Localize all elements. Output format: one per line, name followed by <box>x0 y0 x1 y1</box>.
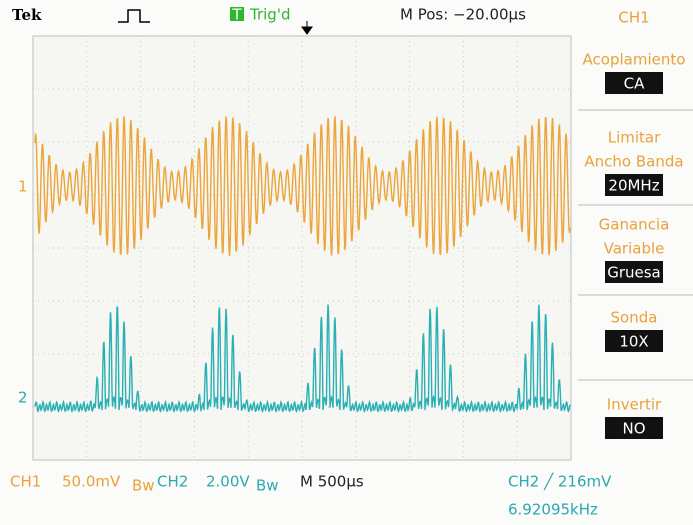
menu-value[interactable]: 20MHz <box>608 177 659 195</box>
menu-value[interactable]: CA <box>624 75 645 93</box>
oscilloscope-screen: Tek T Trig'd M Pos: −20.00µs 1 2 CH1 Acop… <box>0 0 693 525</box>
menu-value[interactable]: NO <box>622 420 645 438</box>
trigger-status: Trig'd <box>249 6 290 24</box>
menu-label: Ancho Banda <box>584 153 683 171</box>
ch2-scale: 2.00V <box>206 473 250 491</box>
menu-label: Variable <box>604 240 665 258</box>
trigger-marker: T <box>231 6 242 24</box>
menu-label: Limitar <box>608 129 661 147</box>
menu-label: Acoplamiento <box>583 51 686 69</box>
ch1-scale: 50.0mV <box>62 473 121 491</box>
ch1-bw: Bw <box>132 477 155 495</box>
position: M Pos: −20.00µs <box>400 6 526 24</box>
frequency: 6.92095kHz <box>508 501 598 519</box>
menu-title: CH1 <box>618 9 649 27</box>
ch2-bw: Bw <box>256 477 279 495</box>
page: Tek T Trig'd M Pos: −20.00µs 1 2 CH1 Acop… <box>0 0 693 525</box>
trigger-level: CH2 ╱ 216mV <box>508 473 612 491</box>
ch1-marker: 1 <box>18 178 28 196</box>
menu-label: Sonda <box>611 309 658 327</box>
menu-label: Ganancia <box>599 216 670 234</box>
ch2-label: CH2 <box>157 473 188 491</box>
menu-value[interactable]: 10X <box>619 333 648 351</box>
menu-value[interactable]: Gruesa <box>607 264 661 282</box>
ch1-label: CH1 <box>10 473 41 491</box>
timebase: M 500µs <box>300 473 364 491</box>
menu-label: Invertir <box>607 396 662 414</box>
brand: Tek <box>12 6 42 24</box>
ch2-marker: 2 <box>18 389 28 407</box>
